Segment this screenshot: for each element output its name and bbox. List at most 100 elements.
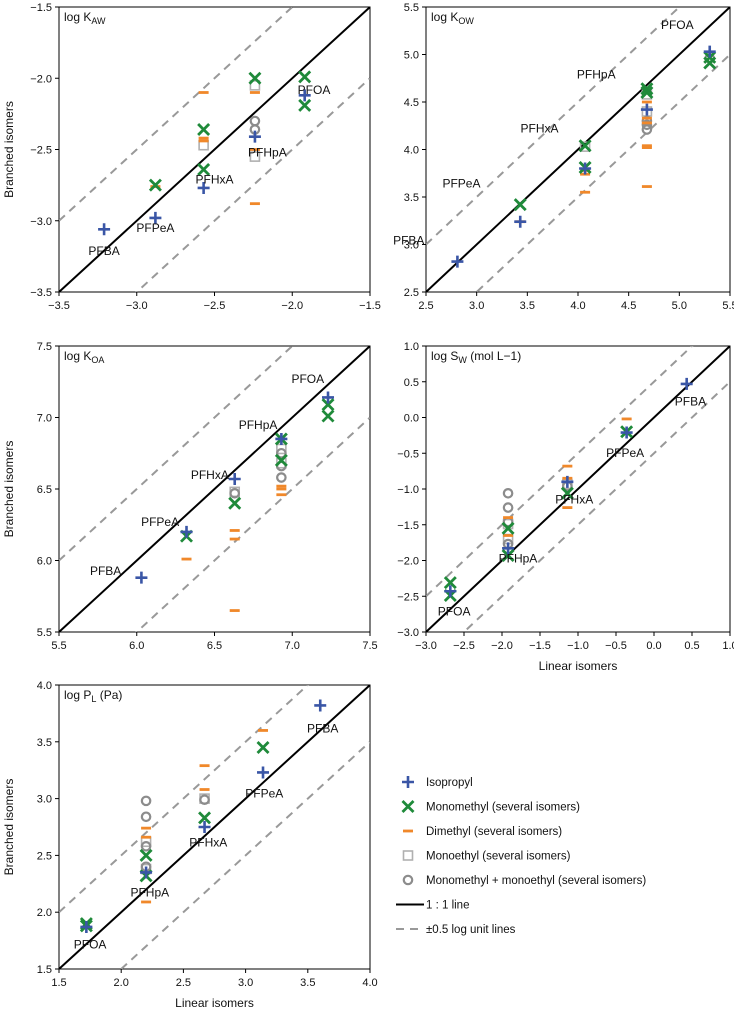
marker-isopropyl: [149, 211, 162, 224]
legend-label: Dimethyl (several isomers): [426, 826, 562, 838]
marker-isopropyl: [180, 525, 193, 538]
x-tick-label: −3.5: [48, 300, 70, 312]
y-tick-label: 3.0: [404, 240, 419, 252]
marker-monomethyl: [228, 496, 242, 510]
marker-monomethyl-stroke: [298, 98, 312, 112]
marker-mono-mono-stroke: [140, 841, 152, 852]
x-tick-label: 2.5: [418, 300, 433, 312]
marker-mono-mono-stroke: [502, 502, 514, 513]
marker-monomethyl-stroke: [578, 139, 592, 153]
y-tick-label: 4.0: [37, 680, 52, 692]
x-tick-label: 2.0: [114, 977, 129, 989]
x-tick-label: 5.5: [51, 640, 66, 652]
compound-label: PFPeA: [136, 221, 174, 235]
dashed-lower-line: [135, 416, 370, 632]
legend-marker-monomethyl: [401, 800, 415, 813]
marker-monomethyl: [197, 123, 211, 137]
marker-mono-mono-stroke: [502, 487, 514, 499]
dashed-upper-line: [59, 346, 294, 562]
legend-label: 1 : 1 line: [426, 900, 469, 912]
x-axis-label: Linear isomers: [539, 659, 618, 673]
panel-title-sub: AW: [91, 16, 106, 26]
one-to-one-line: [59, 685, 370, 969]
dashed-lower-line: [135, 77, 370, 292]
marker-mono-mono: [140, 811, 152, 823]
compound-label: PFOA: [298, 83, 331, 97]
y-tick-label: −2.5: [397, 591, 419, 603]
compound-label: PFBA: [675, 394, 706, 408]
legend-label: ±0.5 log unit lines: [426, 924, 516, 936]
y-tick-label: 2.0: [37, 907, 52, 919]
panel-title: log PL (Pa): [64, 688, 122, 704]
x-tick-label: −2.5: [453, 640, 475, 652]
marker-isopropyl: [444, 585, 457, 598]
compound-label: PFHxA: [520, 121, 558, 135]
marker-isopropyl-stroke: [640, 103, 653, 116]
marker-monomethyl: [197, 162, 211, 176]
legend-label: Monomethyl + monoethyl (several isomers): [426, 875, 646, 887]
panel-title: log KOW: [431, 10, 474, 26]
x-tick-label: 7.0: [285, 640, 300, 652]
panel-3: 5.5 6.0 6.5 7.0 7.5 5.5 6.0 6.5 7.0 7.5 PFBA PFPeA P…: [2, 341, 378, 652]
dashed-upper-line: [426, 7, 681, 246]
y-tick-label: −2.5: [30, 145, 52, 157]
x-tick-label: 4.0: [570, 300, 585, 312]
x-tick-label: 6.0: [129, 640, 144, 652]
marker-monomethyl-stroke: [640, 82, 654, 96]
x-axis-label: Linear isomers: [175, 996, 254, 1010]
compound-label: PFHxA: [195, 173, 233, 187]
marker-isopropyl: [275, 432, 288, 445]
y-axis-label: Branched isomers: [2, 779, 16, 876]
panel-title-main: log K: [64, 10, 91, 24]
compound-label: PFHxA: [191, 468, 229, 482]
marker-monomethyl-stroke: [640, 86, 654, 99]
compound-label: PFBA: [307, 722, 338, 736]
legend-marker-monomethyl-stroke: [401, 800, 415, 813]
legend-label: Isopropyl: [426, 777, 473, 789]
y-tick-label: 4.0: [404, 145, 419, 157]
compound-label: PFPeA: [606, 446, 644, 460]
x-tick-label: 2.5: [176, 977, 191, 989]
legend-marker-isopropyl: [402, 776, 414, 788]
one-to-one-line: [426, 7, 730, 292]
marker-monoethyl: [249, 80, 261, 91]
legend-label: Monoethyl (several isomers): [426, 851, 571, 863]
dashed-lower-line: [119, 741, 370, 969]
y-tick-label: 1.0: [404, 341, 419, 353]
panel-1: −3.5 −3.0 −2.5 −2.0 −1.5 −3.5 −3.0 −2.5 −2.0 −1.5…: [2, 2, 381, 312]
y-tick-label: 3.5: [404, 192, 419, 204]
marker-monomethyl: [298, 70, 312, 84]
compound-label: PFHpA: [130, 885, 169, 899]
x-tick-label: 3.5: [300, 977, 315, 989]
marker-mono-mono: [502, 487, 514, 499]
marker-monomethyl-stroke: [197, 162, 211, 176]
legend: Isopropyl Monomethyl (several isomers) Dim…: [396, 776, 646, 936]
y-tick-label: −2.0: [30, 73, 52, 85]
panel-title-sub: W: [458, 355, 467, 365]
marker-monomethyl: [703, 56, 717, 70]
marker-isopropyl-stroke: [135, 571, 148, 584]
panel-title-main: log P: [64, 688, 91, 702]
legend-label: Monomethyl (several isomers): [426, 802, 580, 814]
marker-monomethyl: [148, 178, 162, 192]
marker-isopropyl-stroke: [322, 391, 335, 404]
marker-monomethyl-stroke: [321, 409, 335, 423]
marker-isopropyl-stroke: [80, 920, 93, 933]
marker-isopropyl-stroke: [149, 211, 162, 224]
marker-isopropyl: [561, 475, 574, 488]
marker-isopropyl: [140, 866, 153, 879]
marker-isopropyl-stroke: [298, 89, 311, 102]
y-tick-label: 2.5: [404, 287, 419, 299]
x-tick-label: −3.0: [415, 640, 437, 652]
marker-isopropyl-stroke: [314, 699, 327, 712]
y-tick-label: 3.5: [37, 737, 52, 749]
y-tick-label: −3.0: [30, 216, 52, 228]
compound-label: PFHpA: [239, 418, 278, 432]
y-axis-label: Branched isomers: [2, 101, 16, 198]
y-axis-label: Branched isomers: [2, 441, 16, 538]
marker-monomethyl-stroke: [197, 123, 211, 137]
y-tick-label: 7.0: [37, 413, 52, 425]
marker-isopropyl-stroke: [198, 821, 211, 833]
marker-mono-mono-stroke: [229, 487, 241, 499]
panel-title-main: log S: [431, 349, 458, 363]
